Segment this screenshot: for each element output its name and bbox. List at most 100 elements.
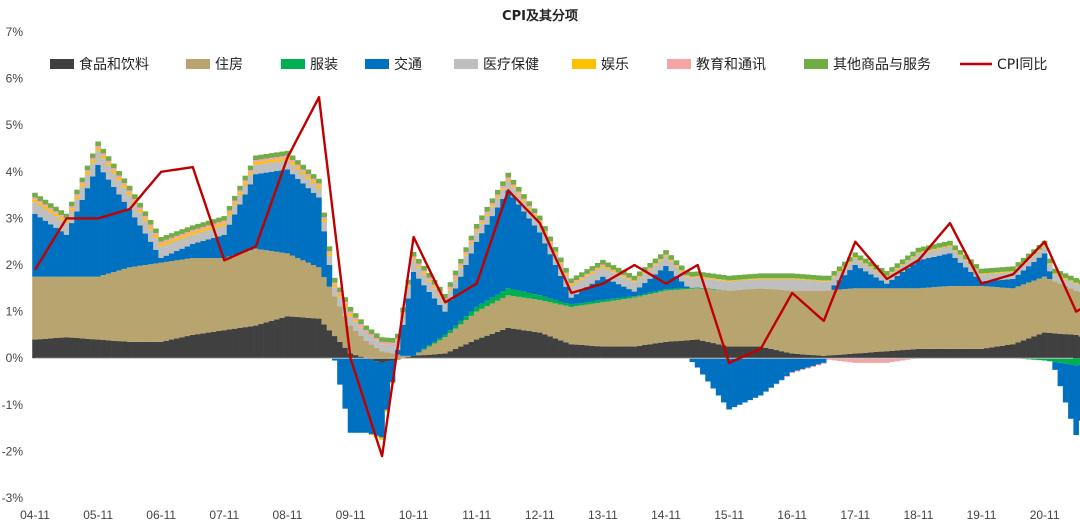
bar-segment-transport xyxy=(258,173,264,250)
bar-segment-recreation xyxy=(726,280,732,282)
bar-segment-education xyxy=(211,223,217,227)
bar-segment-transport xyxy=(221,234,228,259)
bar-segment-other xyxy=(657,254,664,260)
bar-segment-transport xyxy=(563,286,569,304)
bar-segment-housing xyxy=(836,289,843,355)
bar-segment-transport xyxy=(815,358,822,365)
y-tick-label: 5% xyxy=(6,118,24,132)
bar-segment-recreation xyxy=(784,278,790,279)
bar-segment-food xyxy=(647,344,654,359)
bar-segment-medical xyxy=(247,174,254,185)
bar-segment-other xyxy=(700,272,706,277)
bar-segment-medical xyxy=(237,195,243,205)
bar-segment-housing xyxy=(1020,284,1027,341)
bar-segment-food xyxy=(810,355,817,359)
bar-segment-other xyxy=(863,258,869,264)
bar-segment-apparel xyxy=(1031,358,1037,360)
bar-segment-recreation xyxy=(384,409,391,412)
bar-segment-other xyxy=(473,223,480,229)
bar-segment-medical xyxy=(421,274,427,286)
bar-segment-recreation xyxy=(831,275,838,277)
bar-segment-transport xyxy=(421,285,427,349)
bar-segment-housing xyxy=(726,290,732,347)
bar-segment-medical xyxy=(941,247,948,255)
bar-segment-apparel xyxy=(1057,358,1064,363)
bar-segment-transport xyxy=(836,280,843,290)
bar-segment-food xyxy=(605,346,611,359)
bar-segment-other xyxy=(815,275,822,280)
bar-segment-education xyxy=(405,284,412,287)
bar-segment-recreation xyxy=(868,266,874,268)
x-tick-label: 09-11 xyxy=(336,508,366,522)
bar-segment-food xyxy=(1068,334,1074,359)
bar-segment-housing xyxy=(42,276,49,339)
legend-label: 服装 xyxy=(310,57,338,73)
bar-segment-transport xyxy=(121,201,128,269)
bar-segment-education xyxy=(526,205,533,208)
bar-segment-medical xyxy=(242,185,249,195)
bar-segment-recreation xyxy=(232,202,238,206)
bar-segment-apparel xyxy=(647,292,654,295)
bar-segment-housing xyxy=(705,289,711,342)
bar-segment-housing xyxy=(989,286,995,348)
bar-segment-education xyxy=(321,217,327,220)
bar-segment-other xyxy=(957,250,964,255)
bar-segment-other xyxy=(421,265,427,271)
bar-segment-housing xyxy=(615,299,622,347)
bar-segment-education xyxy=(610,269,617,272)
bar-segment-medical xyxy=(431,288,438,299)
bar-segment-food xyxy=(542,334,548,359)
bar-segment-transport xyxy=(363,358,370,433)
bar-segment-other xyxy=(910,251,916,257)
bar-segment-education xyxy=(289,160,296,163)
bar-segment-recreation xyxy=(200,229,207,232)
bar-segment-food xyxy=(69,337,75,359)
bar-segment-medical xyxy=(947,246,953,254)
bar-segment-medical xyxy=(742,280,748,290)
bar-segment-food xyxy=(352,355,359,359)
bar-segment-food xyxy=(615,346,622,359)
bar-segment-food xyxy=(657,342,664,359)
bar-segment-medical xyxy=(205,230,212,240)
bar-segment-recreation xyxy=(610,271,617,273)
bar-segment-education xyxy=(636,276,643,278)
bar-segment-education xyxy=(594,267,601,270)
bar-segment-medical xyxy=(668,261,675,272)
bar-segment-transport xyxy=(994,280,1001,288)
bar-segment-medical xyxy=(584,276,590,288)
bar-segment-other xyxy=(463,247,469,252)
bar-segment-medical xyxy=(873,270,880,278)
bar-segment-other xyxy=(494,189,501,195)
bar-segment-food xyxy=(789,353,795,359)
bar-segment-other xyxy=(379,337,385,342)
bar-segment-other xyxy=(952,245,958,251)
bar-segment-recreation xyxy=(489,205,496,207)
bar-segment-food xyxy=(221,330,228,359)
bar-segment-food xyxy=(773,350,780,359)
bar-segment-medical xyxy=(868,267,874,275)
bar-segment-housing xyxy=(342,315,349,348)
bar-segment-education xyxy=(452,275,459,278)
bar-segment-food xyxy=(142,341,149,359)
bar-segment-other xyxy=(726,275,732,281)
bar-segment-food xyxy=(195,334,201,359)
bar-segment-transport xyxy=(279,170,285,253)
bar-segment-transport xyxy=(37,217,44,277)
bar-segment-food xyxy=(526,331,533,359)
bar-segment-education xyxy=(195,228,201,231)
bar-segment-medical xyxy=(153,237,159,250)
bar-segment-housing xyxy=(957,285,964,349)
bar-segment-education xyxy=(868,358,874,363)
bar-segment-medical xyxy=(505,181,512,191)
bar-segment-apparel xyxy=(463,316,469,321)
bar-segment-other xyxy=(1047,258,1053,264)
bar-segment-education xyxy=(820,362,827,364)
bar-segment-education xyxy=(494,194,501,197)
bar-segment-food xyxy=(1005,344,1011,359)
bar-segment-medical xyxy=(994,273,1001,281)
bar-segment-other xyxy=(205,220,212,226)
bar-segment-education xyxy=(552,251,559,254)
bar-segment-other xyxy=(962,254,969,260)
bar-segment-transport xyxy=(58,231,65,277)
bar-segment-transport xyxy=(568,297,575,305)
